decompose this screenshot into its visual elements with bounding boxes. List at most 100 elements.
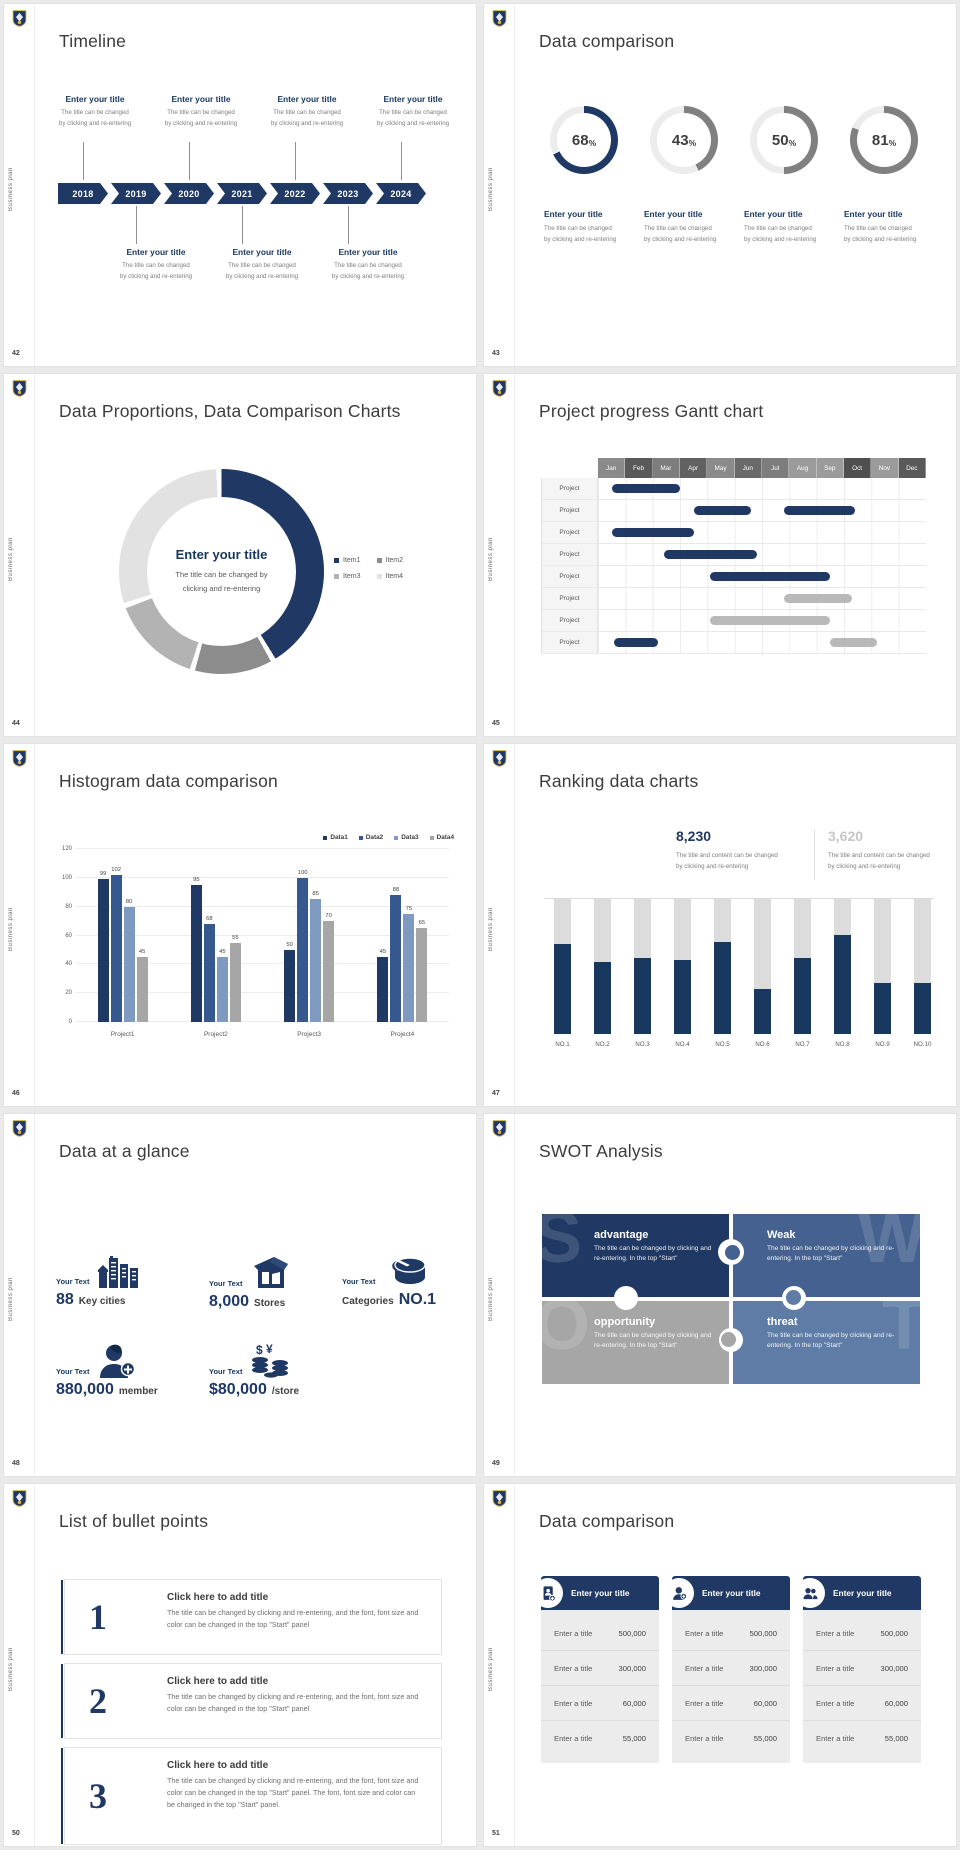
- slide-44-thumbnail[interactable]: Business plan 44 Data Proportions, Data …: [3, 373, 477, 737]
- ring-arc: [650, 106, 718, 174]
- timeline-entry-title: Enter your title: [338, 247, 398, 257]
- ring-entry: Enter your title The title can be changed…: [744, 209, 844, 245]
- histogram-ytick: 60: [65, 932, 72, 939]
- pie-cylinder-icon: [391, 1257, 427, 1284]
- slide-43-thumbnail[interactable]: Business plan 43 Data comparison 68% Ente…: [483, 3, 957, 367]
- row-value: 55,000: [622, 1733, 646, 1743]
- slide-46-thumbnail[interactable]: Business plan 46 Histogram data comparis…: [3, 743, 477, 1107]
- timeline-entry-caption: by clicking and re-entering: [376, 119, 450, 127]
- slide-50-thumbnail[interactable]: Business plan 50 List of bullet points 1…: [3, 1483, 477, 1847]
- gantt-month-cell: Sep: [816, 458, 844, 478]
- puzzle-knob: [725, 1245, 740, 1260]
- bullet-item-1: 1 Click here to add title The title can b…: [61, 1579, 442, 1655]
- histogram-legend: Data1 Data2 Data3 Data4: [323, 834, 454, 841]
- slide-48-thumbnail[interactable]: Business plan 48 Data at a glance Your T…: [3, 1113, 477, 1477]
- ring-value-number: 43: [671, 131, 689, 149]
- slide-51-thumbnail[interactable]: Business plan 51 Data comparison Enter y…: [483, 1483, 957, 1847]
- histogram-group: 95 68 45 55 Project2: [169, 849, 262, 1038]
- ring-entry: Enter your title The title can be changed…: [844, 209, 944, 245]
- gantt-row: Project: [541, 500, 926, 522]
- sidebar-divider: [514, 1484, 515, 1846]
- ring-value-number: 68: [571, 131, 589, 149]
- stat-value: NO.1: [398, 1291, 437, 1308]
- bullet-item-3: 3 Click here to add title The title can b…: [61, 1747, 442, 1845]
- histogram-bar: 45: [216, 949, 228, 1022]
- badge-person-icon: [533, 1578, 563, 1608]
- bullet-title: Click here to add title: [167, 1592, 269, 1603]
- histogram-bar-value: 95: [193, 877, 200, 884]
- swot-piece-title: opportunity: [594, 1316, 656, 1328]
- slide-47-thumbnail[interactable]: Business plan 47 Ranking data charts 8,2…: [483, 743, 957, 1107]
- city-buildings-icon: [98, 1256, 139, 1288]
- timeline-connector: [242, 206, 243, 244]
- person-plus-icon: [664, 1578, 694, 1608]
- crest-logo-icon: [12, 380, 27, 397]
- row-label: Enter a title: [685, 1698, 724, 1708]
- histogram-bar-value: 65: [418, 920, 426, 927]
- slide-number: 51: [492, 1830, 500, 1837]
- slide-45-thumbnail[interactable]: Business plan 45 Project progress Gantt …: [483, 373, 957, 737]
- timeline-connector: [401, 142, 402, 180]
- legend-swatch: [323, 835, 328, 840]
- gantt-row: Project: [541, 610, 926, 632]
- gantt-row-grid: [598, 478, 926, 499]
- year-chevron: 2020: [164, 183, 214, 204]
- table-row: Enter a title 500,000: [541, 1616, 659, 1650]
- ranking-fill: [674, 959, 691, 1034]
- ranking-fill: [714, 942, 731, 1034]
- histogram-gridline: [76, 876, 449, 878]
- legend-item: Data4: [429, 834, 454, 841]
- stat-value: $80,000: [209, 1381, 267, 1398]
- timeline-entry-caption: by clicking and re-entering: [331, 272, 405, 280]
- people-group-icon: [795, 1578, 825, 1608]
- row-value: 500,000: [749, 1628, 777, 1638]
- row-value: 300,000: [880, 1663, 908, 1673]
- histogram-bar: 100: [297, 870, 309, 1022]
- timeline-entry-caption: The title can be changed: [228, 262, 296, 269]
- ring-value-number: 50: [771, 131, 789, 149]
- gantt-row-grid: [598, 588, 926, 609]
- store-building-icon: [254, 1257, 289, 1288]
- sidebar-brand-text: Business plan: [8, 537, 14, 581]
- ring-value-number: 81: [871, 131, 889, 149]
- gantt-row-label: Project: [541, 544, 598, 565]
- timeline-entry-caption: The title can be changed: [379, 109, 447, 116]
- crest-logo-icon: [492, 380, 507, 397]
- histogram-ytick: 20: [65, 990, 72, 997]
- donut-center-caption-line: clicking and re-entering: [182, 584, 261, 593]
- histogram-bar-value: 70: [325, 913, 332, 920]
- row-label: Enter a title: [554, 1628, 593, 1638]
- crest-logo-icon: [12, 750, 27, 767]
- ring-entry-caption: The title can be changed: [844, 225, 912, 232]
- sidebar-divider: [514, 744, 515, 1106]
- gantt-row-label: Project: [541, 522, 598, 543]
- row-value: 60,000: [753, 1698, 777, 1708]
- legend-swatch: [376, 574, 382, 579]
- slide-42-thumbnail[interactable]: Business plan 42 Timeline 2018 2019 2020 20…: [3, 3, 477, 367]
- ranking-label: NO.8: [835, 1041, 850, 1048]
- gantt-month-cell: Jun: [734, 458, 762, 478]
- slide-49-thumbnail[interactable]: Business plan 49 SWOT Analysis S advanta…: [483, 1113, 957, 1477]
- table-row: Enter a title 300,000: [541, 1650, 659, 1685]
- histogram-category-label: Project2: [203, 1031, 228, 1038]
- swot-piece-title: threat: [767, 1316, 798, 1328]
- ranking-fill: [794, 958, 811, 1034]
- ring-entry: Enter your title The title can be changed…: [644, 209, 744, 245]
- bullet-body: The title can be changed by clicking and…: [167, 1776, 419, 1810]
- legend-swatch: [358, 835, 363, 840]
- slide-title: Timeline: [59, 31, 127, 51]
- stat-caption: The title and content can be changed by …: [676, 850, 814, 873]
- ranking-label: NO.2: [595, 1041, 610, 1048]
- sidebar-brand-text: Business plan: [488, 1277, 494, 1321]
- money-coins-icon: $ ¥: [252, 1344, 289, 1378]
- bullet-body: The title can be changed by clicking and…: [167, 1608, 419, 1630]
- ranking-label: NO.10: [913, 1041, 932, 1048]
- swot-piece-body: The title can be changed by clicking and…: [594, 1332, 712, 1350]
- histogram-group: 45 88 75 65 Project4: [356, 849, 449, 1038]
- donut-center-caption: The title can be changed by clicking and…: [175, 568, 267, 597]
- legend-label: Item3: [343, 573, 361, 580]
- slide-title: Histogram data comparison: [59, 771, 278, 791]
- ranking-column: NO.10: [914, 899, 931, 1048]
- ranking-column: NO.8: [834, 899, 851, 1048]
- swot-watermark-letter: T: [882, 1301, 920, 1361]
